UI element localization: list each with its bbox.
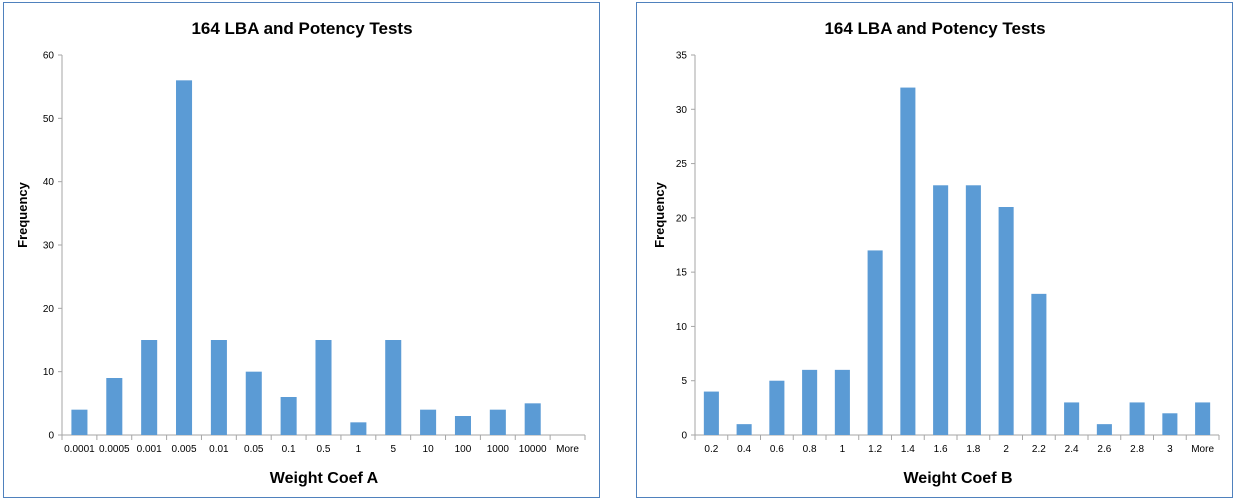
bar — [736, 424, 752, 435]
x-tick-label: 1000 — [487, 444, 510, 455]
bar — [176, 80, 193, 435]
bar — [420, 409, 437, 435]
bar — [867, 250, 883, 435]
x-tick-label: 0.001 — [137, 444, 162, 455]
y-axis-label: Frequency — [15, 181, 30, 248]
y-tick-label: 20 — [676, 213, 688, 224]
x-tick-label: 1.2 — [868, 444, 882, 455]
bar — [1195, 402, 1211, 435]
y-tick-label: 10 — [43, 367, 55, 378]
chart-a-svg: 164 LBA and Potency Tests Frequency Weig… — [15, 19, 586, 487]
y-tick-label: 40 — [43, 177, 55, 188]
x-tick-label: 2.4 — [1065, 444, 1079, 455]
chart-title: 164 LBA and Potency Tests — [824, 19, 1045, 38]
x-axis-label: Weight Coef B — [903, 470, 1012, 487]
bar — [769, 380, 785, 435]
bar — [385, 340, 402, 435]
bar — [350, 422, 367, 435]
y-tick-label: 50 — [43, 114, 55, 125]
x-tick-label: 2 — [1003, 444, 1009, 455]
bar — [454, 416, 471, 435]
x-tick-label: 1.4 — [901, 444, 915, 455]
bar — [933, 185, 949, 435]
y-tick-label: 10 — [676, 322, 688, 333]
x-tick-label: 1.8 — [966, 444, 980, 455]
x-tick-label: 1 — [840, 444, 846, 455]
x-tick-label: 100 — [455, 444, 472, 455]
chart-title: 164 LBA and Potency Tests — [191, 19, 412, 38]
y-tick-label: 20 — [43, 304, 55, 315]
x-tick-label: 0.0005 — [99, 444, 130, 455]
y-tick-label: 60 — [43, 51, 55, 62]
y-tick-label: 30 — [676, 105, 688, 116]
x-tick-label: 10 — [423, 444, 435, 455]
y-tick-label: 15 — [676, 268, 688, 279]
x-tick-label: 0.8 — [803, 444, 817, 455]
x-axis-label: Weight Coef A — [270, 470, 379, 487]
y-tick-label: 35 — [676, 51, 688, 62]
x-tick-label: 2.6 — [1097, 444, 1111, 455]
x-tick-label: 3 — [1167, 444, 1173, 455]
chart-panel-weight-coef-b: 164 LBA and Potency Tests Frequency Weig… — [636, 2, 1233, 498]
bar — [1096, 424, 1112, 435]
y-tick-label: 5 — [681, 376, 687, 387]
chart-b-svg: 164 LBA and Potency Tests Frequency Weig… — [652, 19, 1220, 487]
y-tick-label: 25 — [676, 159, 688, 170]
x-tick-label: 0.2 — [704, 444, 718, 455]
x-tick-label: 2.2 — [1032, 444, 1046, 455]
bar — [1162, 413, 1178, 435]
chart-panel-weight-coef-a: 164 LBA and Potency Tests Frequency Weig… — [3, 2, 600, 498]
x-tick-label: 0.005 — [172, 444, 197, 455]
bar — [489, 409, 506, 435]
y-tick-label: 0 — [681, 431, 687, 442]
x-tick-label: 1 — [356, 444, 362, 455]
bar — [315, 340, 332, 435]
bar — [280, 397, 297, 435]
x-tick-label: 0.05 — [244, 444, 264, 455]
bar — [71, 409, 88, 435]
bar — [210, 340, 227, 435]
bar — [998, 207, 1014, 435]
x-tick-label: 1.6 — [934, 444, 948, 455]
y-tick-label: 30 — [43, 241, 55, 252]
x-tick-label: 0.01 — [209, 444, 229, 455]
x-tick-label: 0.1 — [282, 444, 296, 455]
x-tick-label: 10000 — [519, 444, 547, 455]
bar — [703, 391, 719, 435]
bar — [1129, 402, 1145, 435]
bar — [900, 87, 916, 436]
x-tick-label: More — [556, 444, 579, 455]
bar — [524, 403, 541, 435]
x-tick-label: 5 — [390, 444, 396, 455]
bar — [106, 378, 123, 435]
bar — [141, 340, 158, 435]
bar — [1031, 293, 1047, 435]
bar — [965, 185, 981, 435]
bar — [245, 371, 262, 435]
bar — [1064, 402, 1080, 435]
x-tick-label: 0.0001 — [64, 444, 95, 455]
bar — [802, 369, 818, 435]
y-tick-label: 0 — [48, 431, 54, 442]
x-tick-label: 0.5 — [317, 444, 331, 455]
x-tick-label: 0.6 — [770, 444, 784, 455]
x-tick-label: 2.8 — [1130, 444, 1144, 455]
x-tick-label: 0.4 — [737, 444, 751, 455]
y-axis-label: Frequency — [652, 181, 667, 248]
x-tick-label: More — [1191, 444, 1214, 455]
bar — [834, 369, 850, 435]
